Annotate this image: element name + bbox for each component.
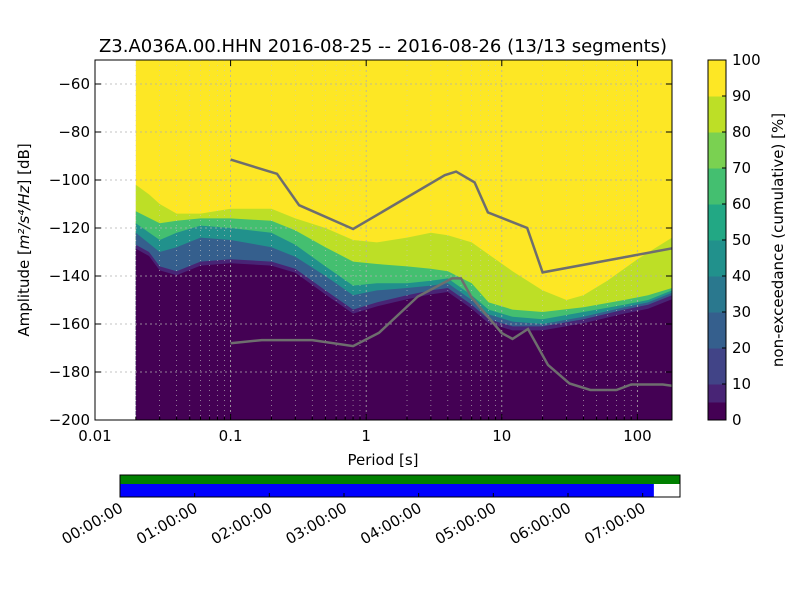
data-coverage-timeline: 00:00:00 01:00:00 02:00:00 03:00:00 04:00:00… xyxy=(59,474,681,548)
colorbar-segment xyxy=(708,204,726,241)
y-tick-label: −120 xyxy=(49,219,90,237)
plot-frame xyxy=(94,59,673,421)
timeline-time-label: 02:00:00 xyxy=(208,499,275,548)
colorbar-tick-label: 30 xyxy=(732,303,751,321)
band-below-5 xyxy=(135,248,672,420)
processed-data-bar xyxy=(120,484,654,497)
x-tick-label: 0.01 xyxy=(78,427,111,445)
y-axis-label: Amplitude [m²/s⁴/Hz] [dB] xyxy=(15,143,33,336)
colorbar-segment xyxy=(708,402,726,421)
y-axis-ticks: −60 −80 −100 −120 −140 −160 −180 −200 xyxy=(49,75,672,429)
x-axis-label: Period [s] xyxy=(347,451,418,469)
colorbar-segment xyxy=(708,96,726,133)
y-tick-label: −60 xyxy=(58,75,90,93)
timeline-time-label: 00:00:00 xyxy=(59,499,126,548)
heatmap-bands xyxy=(135,60,672,420)
colorbar-segment xyxy=(708,132,726,169)
colorbar-segment xyxy=(708,348,726,385)
colorbar-tick-label: 0 xyxy=(732,411,742,429)
y-axis-label-units: m²/s⁴/Hz xyxy=(15,184,33,249)
timeline-time-label: 05:00:00 xyxy=(432,499,499,548)
colorbar-tick-label: 20 xyxy=(732,339,751,357)
y-tick-label: −160 xyxy=(49,315,90,333)
colorbar-tick-label: 60 xyxy=(732,195,751,213)
colorbar-segment xyxy=(708,312,726,349)
colorbar-segment xyxy=(708,384,726,403)
colorbar-segment xyxy=(708,60,726,97)
low-noise-model-line xyxy=(230,277,672,392)
x-tick-label: 10 xyxy=(492,427,511,445)
colorbar-tick-label: 100 xyxy=(732,51,761,69)
x-tick-label: 1 xyxy=(361,427,371,445)
y-tick-label: −80 xyxy=(58,123,90,141)
colorbar xyxy=(707,59,727,421)
colorbar-tick-label: 10 xyxy=(732,375,751,393)
colorbar-tick-label: 70 xyxy=(732,159,751,177)
timeline-time-label: 06:00:00 xyxy=(507,499,574,548)
y-tick-label: −180 xyxy=(49,363,90,381)
timeline-time-label: 03:00:00 xyxy=(283,499,350,548)
y-axis-label-prefix: Amplitude [ xyxy=(15,249,33,337)
reference-noise-models xyxy=(230,158,672,392)
y-axis-label-suffix: ] [dB] xyxy=(15,143,33,185)
colorbar-tick-label: 40 xyxy=(732,267,751,285)
colorbar-tick-label: 50 xyxy=(732,231,751,249)
colorbar-segment xyxy=(708,240,726,277)
ppsd-plot-area: 0.01 0.1 1 10 100 −60 −80 −100 −120 −140 −160 −180… xyxy=(49,59,673,445)
timeline-frame xyxy=(119,474,681,498)
x-tick-label: 100 xyxy=(623,427,652,445)
colorbar-ticks: 0 10 20 30 40 50 60 70 80 90 100 xyxy=(722,51,761,429)
available-data-bar xyxy=(120,475,680,484)
x-tick-label: 0.1 xyxy=(219,427,243,445)
y-tick-label: −140 xyxy=(49,267,90,285)
timeline-time-label: 01:00:00 xyxy=(133,499,200,548)
colorbar-label: non-exceedance (cumulative) [%] xyxy=(769,113,787,367)
colorbar-segment xyxy=(708,168,726,205)
y-tick-label: −100 xyxy=(49,171,90,189)
x-axis-ticks: 0.01 0.1 1 10 100 xyxy=(78,60,652,445)
high-noise-model-line xyxy=(230,158,672,274)
colorbar-tick-label: 80 xyxy=(732,123,751,141)
grid-lines xyxy=(95,60,672,420)
colorbar-segment xyxy=(708,276,726,313)
colorbar-tick-label: 90 xyxy=(732,87,751,105)
y-tick-label: −200 xyxy=(49,411,90,429)
timeline-time-label: 04:00:00 xyxy=(357,499,424,548)
timeline-time-label: 07:00:00 xyxy=(581,499,648,548)
chart-title: Z3.A036A.00.HHN 2016-08-25 -- 2016-08-26… xyxy=(99,36,667,57)
